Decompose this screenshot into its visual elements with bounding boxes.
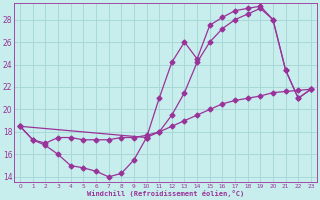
X-axis label: Windchill (Refroidissement éolien,°C): Windchill (Refroidissement éolien,°C)	[87, 190, 244, 197]
